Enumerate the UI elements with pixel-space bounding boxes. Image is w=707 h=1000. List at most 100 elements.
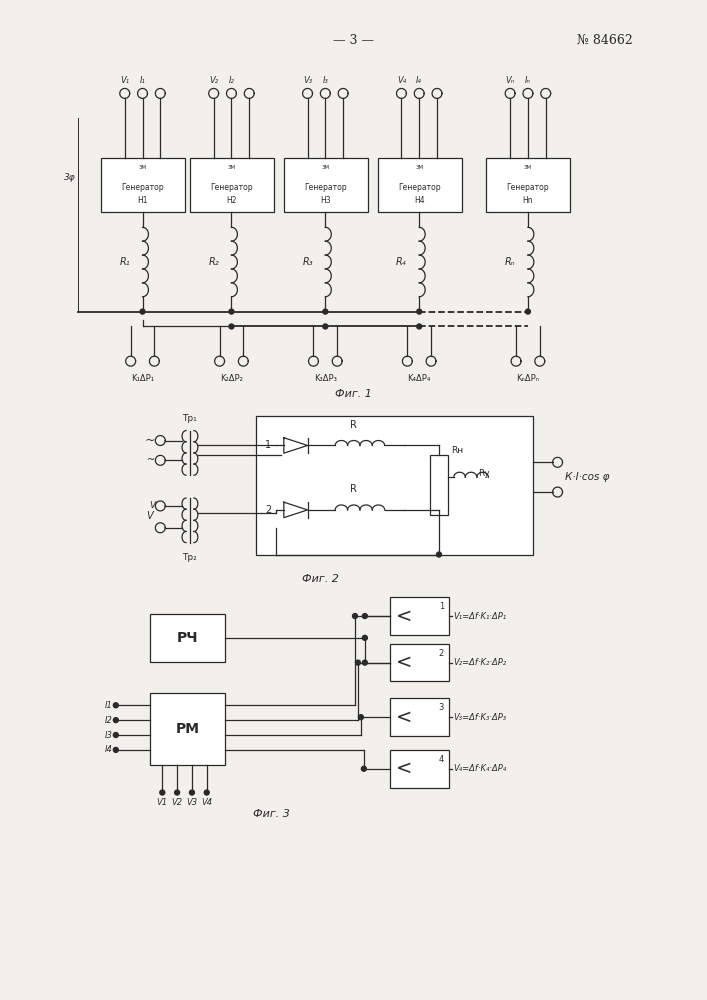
Circle shape bbox=[363, 635, 368, 640]
Text: I1: I1 bbox=[105, 701, 113, 710]
Text: K₁ΔP₁: K₁ΔP₁ bbox=[131, 374, 154, 383]
Text: Н2: Н2 bbox=[226, 196, 237, 205]
Circle shape bbox=[358, 715, 363, 720]
Text: K₄ΔP₄: K₄ΔP₄ bbox=[407, 374, 431, 383]
Text: № 84662: № 84662 bbox=[578, 34, 633, 47]
Text: Генератор: Генератор bbox=[304, 183, 346, 192]
Text: K₂ΔP₂: K₂ΔP₂ bbox=[220, 374, 243, 383]
Text: R₁: R₁ bbox=[119, 257, 130, 267]
Bar bbox=[390, 597, 449, 635]
Text: Генератор: Генератор bbox=[398, 183, 440, 192]
Text: 2: 2 bbox=[265, 505, 271, 515]
Text: I₂: I₂ bbox=[228, 76, 235, 85]
Text: V: V bbox=[146, 511, 153, 521]
Bar bbox=[256, 416, 533, 555]
Circle shape bbox=[356, 660, 361, 665]
Text: K₃ΔP₃: K₃ΔP₃ bbox=[314, 374, 337, 383]
Text: V4: V4 bbox=[201, 798, 212, 807]
Bar bbox=[151, 693, 225, 765]
Text: 3М: 3М bbox=[139, 165, 146, 170]
Bar bbox=[190, 158, 274, 212]
Bar bbox=[486, 158, 571, 212]
Circle shape bbox=[353, 614, 358, 619]
Text: V₂=Δf·K₂·ΔP₂: V₂=Δf·K₂·ΔP₂ bbox=[454, 658, 507, 667]
Text: I4: I4 bbox=[105, 745, 113, 754]
Circle shape bbox=[160, 790, 165, 795]
Circle shape bbox=[525, 309, 530, 314]
Circle shape bbox=[363, 614, 368, 619]
Text: 3: 3 bbox=[438, 703, 444, 712]
Text: РЧ: РЧ bbox=[177, 631, 198, 645]
Text: Н1: Н1 bbox=[137, 196, 148, 205]
Text: I3: I3 bbox=[105, 731, 113, 740]
Text: РМ: РМ bbox=[175, 722, 199, 736]
Text: <: < bbox=[396, 759, 413, 778]
Text: 1: 1 bbox=[265, 440, 271, 450]
Text: Rу: Rу bbox=[479, 469, 490, 478]
Circle shape bbox=[189, 790, 194, 795]
Text: <: < bbox=[396, 708, 413, 727]
Text: R: R bbox=[349, 420, 356, 430]
Text: 1: 1 bbox=[438, 602, 444, 611]
Text: ~: ~ bbox=[145, 434, 156, 447]
Text: 3φ: 3φ bbox=[64, 173, 76, 182]
Text: R₄: R₄ bbox=[396, 257, 407, 267]
Circle shape bbox=[323, 324, 328, 329]
Text: Генератор: Генератор bbox=[121, 183, 164, 192]
Circle shape bbox=[229, 309, 234, 314]
Circle shape bbox=[175, 790, 180, 795]
Bar bbox=[390, 750, 449, 788]
Text: I2: I2 bbox=[105, 716, 113, 725]
Text: Rₙ: Rₙ bbox=[505, 257, 515, 267]
Text: 3М: 3М bbox=[415, 165, 423, 170]
Text: R₃: R₃ bbox=[302, 257, 313, 267]
Text: Vₙ: Vₙ bbox=[506, 76, 515, 85]
Circle shape bbox=[113, 703, 118, 708]
Bar bbox=[151, 614, 225, 662]
Circle shape bbox=[229, 324, 234, 329]
Text: Тр₁: Тр₁ bbox=[182, 414, 197, 423]
Text: Фиг. 2: Фиг. 2 bbox=[302, 574, 339, 584]
Text: Фиг. 1: Фиг. 1 bbox=[334, 389, 371, 399]
Text: Н4: Н4 bbox=[414, 196, 424, 205]
Bar bbox=[284, 158, 368, 212]
Text: Rн: Rн bbox=[451, 446, 463, 455]
Text: V₄=Δf·K₄·ΔP₄: V₄=Δf·K₄·ΔP₄ bbox=[454, 764, 507, 773]
Text: V₃=Δf·K₃·ΔP₃: V₃=Δf·K₃·ΔP₃ bbox=[454, 713, 507, 722]
Text: Генератор: Генератор bbox=[507, 183, 549, 192]
Text: Н3: Н3 bbox=[320, 196, 331, 205]
Circle shape bbox=[140, 309, 145, 314]
Bar bbox=[430, 455, 448, 515]
Text: Фиг. 3: Фиг. 3 bbox=[252, 809, 289, 819]
Text: 3М: 3М bbox=[228, 165, 235, 170]
Circle shape bbox=[416, 309, 421, 314]
Text: <: < bbox=[396, 607, 413, 626]
Text: V₁: V₁ bbox=[120, 76, 129, 85]
Text: 3М: 3М bbox=[321, 165, 329, 170]
Bar bbox=[390, 698, 449, 736]
Text: V3: V3 bbox=[187, 798, 197, 807]
Text: V₃: V₃ bbox=[303, 76, 312, 85]
Circle shape bbox=[416, 324, 421, 329]
Bar bbox=[101, 158, 185, 212]
Text: KₙΔPₙ: KₙΔPₙ bbox=[516, 374, 539, 383]
Text: ~: ~ bbox=[147, 455, 156, 465]
Text: Генератор: Генератор bbox=[210, 183, 253, 192]
Text: V: V bbox=[149, 501, 156, 510]
Circle shape bbox=[204, 790, 209, 795]
Text: К·I·cos φ: К·I·cos φ bbox=[566, 472, 610, 482]
Text: R: R bbox=[349, 484, 356, 494]
Text: V₂: V₂ bbox=[209, 76, 218, 85]
Circle shape bbox=[323, 309, 328, 314]
Text: V1: V1 bbox=[157, 798, 168, 807]
Circle shape bbox=[361, 766, 366, 771]
Text: I₃: I₃ bbox=[322, 76, 328, 85]
Text: <: < bbox=[396, 653, 413, 672]
Text: Iₙ: Iₙ bbox=[525, 76, 531, 85]
Text: Нn: Нn bbox=[522, 196, 533, 205]
Text: 2: 2 bbox=[438, 649, 444, 658]
Circle shape bbox=[113, 718, 118, 723]
Bar bbox=[390, 644, 449, 681]
Circle shape bbox=[436, 552, 441, 557]
Bar bbox=[378, 158, 462, 212]
